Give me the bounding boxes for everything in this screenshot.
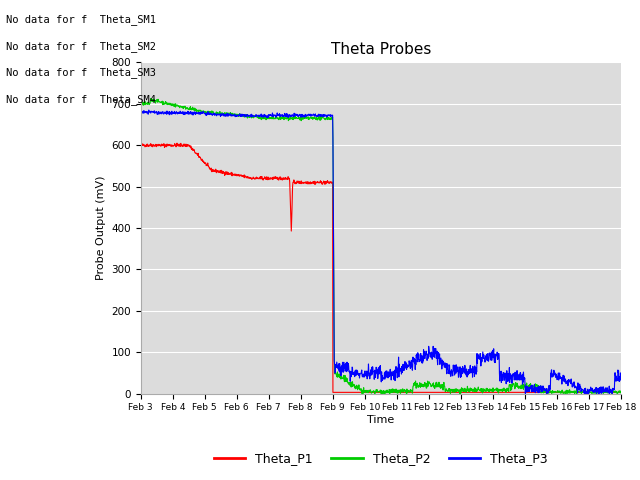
Text: No data for f  Theta_SM2: No data for f Theta_SM2 — [6, 41, 156, 52]
Theta_P3 — [145, 107, 153, 113]
Theta_P2 — [137, 100, 145, 106]
Y-axis label: Probe Output (mV): Probe Output (mV) — [96, 176, 106, 280]
Theta_P2 — [617, 388, 625, 394]
Theta_P2 — [411, 382, 419, 388]
Legend: Theta_P1, Theta_P2, Theta_P3: Theta_P1, Theta_P2, Theta_P3 — [209, 447, 553, 470]
Theta_P1 — [175, 144, 182, 149]
Theta_P3 — [522, 391, 529, 396]
Theta_P3 — [360, 371, 367, 377]
Text: No data for f  Theta_SM4: No data for f Theta_SM4 — [6, 94, 156, 105]
Line: Theta_P3: Theta_P3 — [141, 110, 621, 394]
Theta_P3 — [410, 356, 418, 362]
Theta_P3 — [175, 109, 182, 115]
Theta_P3 — [341, 361, 349, 367]
Theta_P2 — [194, 108, 202, 113]
Title: Theta Probes: Theta Probes — [331, 42, 431, 57]
Theta_P1 — [137, 142, 145, 148]
Theta_P3 — [351, 374, 358, 380]
Theta_P1 — [617, 389, 625, 395]
Theta_P3 — [137, 109, 145, 115]
Theta_P1 — [194, 153, 202, 158]
Theta_P2 — [351, 384, 358, 390]
Theta_P1 — [360, 389, 367, 395]
X-axis label: Time: Time — [367, 415, 394, 425]
Text: No data for f  Theta_SM3: No data for f Theta_SM3 — [6, 67, 156, 78]
Theta_P2 — [341, 377, 349, 383]
Theta_P2 — [358, 391, 366, 396]
Theta_P1 — [351, 389, 359, 395]
Theta_P3 — [194, 110, 202, 116]
Line: Theta_P2: Theta_P2 — [141, 98, 621, 394]
Theta_P1 — [173, 140, 181, 146]
Theta_P2 — [175, 103, 182, 109]
Text: No data for f  Theta_SM1: No data for f Theta_SM1 — [6, 14, 156, 25]
Theta_P3 — [617, 375, 625, 381]
Theta_P1 — [341, 389, 349, 395]
Theta_P2 — [360, 385, 367, 391]
Theta_P1 — [411, 389, 419, 395]
Theta_P1 — [329, 389, 337, 395]
Line: Theta_P1: Theta_P1 — [141, 143, 621, 392]
Theta_P2 — [147, 96, 155, 101]
